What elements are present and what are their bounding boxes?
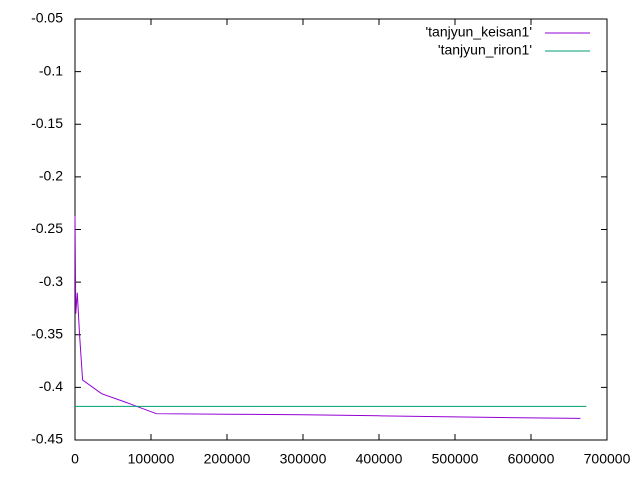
y-tick-label: -0.3 <box>39 273 63 289</box>
plot-border <box>74 18 608 441</box>
x-tick-label: 100000 <box>128 451 175 467</box>
x-tick-label: 0 <box>71 451 79 467</box>
y-tick-label: -0.1 <box>39 62 63 78</box>
legend-label: 'tanjyun_keisan1' <box>425 24 532 40</box>
x-tick-label: 600000 <box>508 451 555 467</box>
legend-label: 'tanjyun_riron1' <box>438 42 532 58</box>
y-tick-label: -0.45 <box>31 431 63 447</box>
y-tick-label: -0.4 <box>39 378 63 394</box>
x-tick-label: 700000 <box>584 451 631 467</box>
y-tick-label: -0.25 <box>31 220 63 236</box>
x-tick-label: 200000 <box>204 451 251 467</box>
series-line <box>74 215 581 419</box>
y-tick-label: -0.2 <box>39 168 63 184</box>
y-tick-label: -0.15 <box>31 115 63 131</box>
x-tick-label: 400000 <box>356 451 403 467</box>
x-tick-label: 500000 <box>432 451 479 467</box>
y-tick-label: -0.05 <box>31 10 63 26</box>
y-tick-label: -0.35 <box>31 325 63 341</box>
x-tick-label: 300000 <box>280 451 327 467</box>
